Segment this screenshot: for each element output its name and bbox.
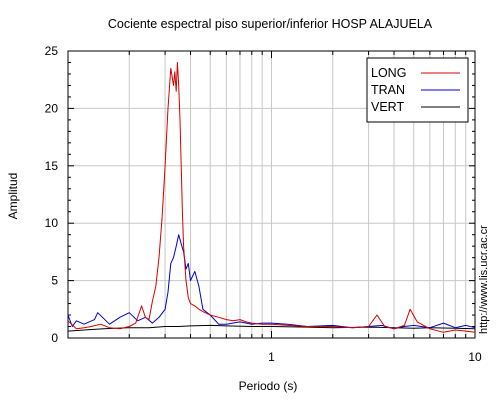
y-tick-label: 15	[45, 159, 59, 173]
y-axis-label: Amplitud	[6, 173, 20, 220]
series-line-vert	[67, 324, 476, 332]
legend-label-vert: VERT	[371, 100, 404, 114]
y-tick-label: 5	[51, 274, 58, 288]
x-tick-label: 1	[268, 350, 275, 364]
y-tick-label: 10	[45, 216, 59, 230]
legend-label-long: LONG	[371, 66, 406, 80]
x-tick-label: 10	[468, 350, 482, 364]
series-line-long	[67, 62, 476, 333]
y-tick-label: 20	[45, 101, 59, 115]
x-axis-label: Periodo (s)	[239, 379, 298, 393]
y-tick-label: 25	[45, 44, 59, 58]
axis-ticks: 0 5 10 15 20 25 1 10	[45, 44, 482, 364]
watermark-url: http://www.lis.ucr.ac.cr	[478, 225, 490, 334]
chart-title: Cociente espectral piso superior/inferio…	[108, 17, 433, 31]
legend-label-tran: TRAN	[371, 83, 405, 97]
y-tick-label: 0	[51, 331, 58, 345]
series-layer	[67, 62, 476, 333]
legend: LONG TRAN VERT	[366, 57, 469, 123]
